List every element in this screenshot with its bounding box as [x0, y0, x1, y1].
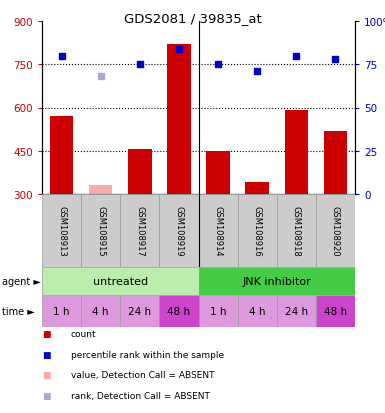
- Text: time ►: time ►: [2, 306, 35, 316]
- Text: GSM108914: GSM108914: [214, 206, 223, 256]
- Text: GSM108916: GSM108916: [253, 206, 262, 256]
- Text: GSM108919: GSM108919: [174, 206, 183, 256]
- Bar: [81, 295, 120, 327]
- Bar: [238, 295, 277, 327]
- Text: 4 h: 4 h: [249, 306, 265, 316]
- Bar: [206, 152, 230, 195]
- Text: rank, Detection Call = ABSENT: rank, Detection Call = ABSENT: [71, 391, 210, 400]
- Text: GSM108918: GSM108918: [292, 206, 301, 256]
- Bar: [277, 195, 316, 267]
- Text: GSM108920: GSM108920: [331, 206, 340, 256]
- Text: count: count: [71, 329, 97, 338]
- Bar: [199, 267, 355, 295]
- Bar: [246, 183, 269, 195]
- Bar: [159, 195, 199, 267]
- Text: JNK inhibitor: JNK inhibitor: [243, 276, 311, 286]
- Text: untreated: untreated: [93, 276, 148, 286]
- Text: 24 h: 24 h: [128, 306, 151, 316]
- Bar: [89, 186, 112, 195]
- Bar: [199, 295, 238, 327]
- Bar: [238, 195, 277, 267]
- Bar: [50, 117, 73, 195]
- Text: ■: ■: [42, 350, 50, 359]
- Text: 48 h: 48 h: [167, 306, 191, 316]
- Text: percentile rank within the sample: percentile rank within the sample: [71, 350, 224, 359]
- Bar: [42, 195, 81, 267]
- Bar: [316, 195, 355, 267]
- Text: GSM108913: GSM108913: [57, 206, 66, 256]
- Text: agent ►: agent ►: [2, 276, 41, 286]
- Text: 1 h: 1 h: [53, 306, 70, 316]
- Text: 4 h: 4 h: [92, 306, 109, 316]
- Text: GSM108915: GSM108915: [96, 206, 105, 256]
- Bar: [128, 150, 152, 195]
- Text: 1 h: 1 h: [210, 306, 226, 316]
- Bar: [120, 295, 159, 327]
- Bar: [324, 131, 347, 195]
- Text: GDS2081 / 39835_at: GDS2081 / 39835_at: [124, 12, 261, 25]
- Bar: [159, 295, 199, 327]
- Text: 48 h: 48 h: [324, 306, 347, 316]
- Text: 24 h: 24 h: [285, 306, 308, 316]
- Bar: [316, 295, 355, 327]
- Text: ■: ■: [42, 370, 50, 380]
- Text: GSM108917: GSM108917: [135, 206, 144, 256]
- Bar: [120, 195, 159, 267]
- Text: value, Detection Call = ABSENT: value, Detection Call = ABSENT: [71, 370, 214, 380]
- Bar: [81, 195, 120, 267]
- Bar: [167, 45, 191, 195]
- Bar: [277, 295, 316, 327]
- Bar: [42, 295, 81, 327]
- Bar: [42, 267, 199, 295]
- Bar: [199, 195, 238, 267]
- Text: ■: ■: [42, 329, 50, 338]
- Text: ■: ■: [42, 391, 50, 400]
- Bar: [285, 111, 308, 195]
